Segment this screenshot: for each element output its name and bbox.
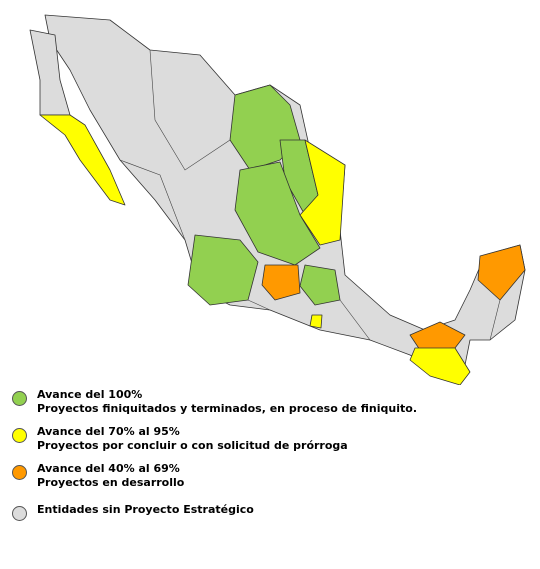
baja-california-sur [39, 114, 126, 206]
state-border [489, 299, 501, 341]
zacatecas-slp [234, 161, 321, 266]
yucatan [477, 244, 526, 301]
legend-description: Proyectos por concluir o con solicitud d… [37, 438, 348, 452]
legend-swatch [12, 465, 27, 480]
legend-swatch [12, 428, 27, 443]
legend-item: Entidades sin Proyecto Estratégico [12, 503, 512, 521]
state-border [339, 299, 371, 341]
legend-title: Avance del 40% al 69% [37, 462, 180, 475]
legend-swatch [12, 506, 27, 521]
legend-description: Proyectos finiquitados y terminados, en … [37, 401, 418, 415]
legend-item: Avance del 70% al 95% Proyectos por concl… [12, 425, 512, 452]
legend-description: Proyectos en desarrollo [37, 475, 185, 489]
tamaulipas [299, 139, 346, 246]
legend-item: Avance del 100% Proyectos finiquitados y … [12, 388, 512, 415]
hidalgo-mexico [299, 264, 341, 306]
state-border [119, 159, 186, 241]
state-border [247, 299, 271, 311]
map [29, 14, 526, 385]
legend: Avance del 100% Proyectos finiquitados y … [12, 388, 512, 521]
legend-title: Avance del 70% al 95% [37, 425, 180, 438]
chiapas [409, 347, 471, 385]
state-border [149, 49, 231, 171]
legend-title: Avance del 100% [37, 388, 143, 401]
guanajuato [261, 264, 301, 301]
legend-swatch [12, 391, 27, 406]
legend-item: Avance del 40% al 69% Proyectos en desarr… [12, 462, 512, 489]
tabasco [409, 321, 466, 351]
morelos [309, 314, 323, 329]
legend-title: Entidades sin Proyecto Estratégico [37, 503, 254, 516]
